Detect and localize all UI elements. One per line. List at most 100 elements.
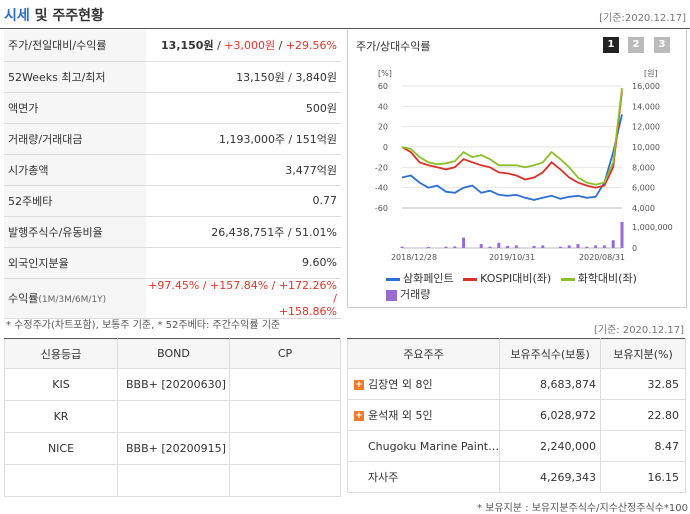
legend-item: 삼화페인트 [386,272,454,285]
table-row: 주가/전일대비/수익률 13,150원 / +3,000원 / +29.56% [4,30,341,62]
x-tick-label: 2019/10/31 [489,253,535,262]
legend: 삼화페인트 KOSPI대비(좌) 화학대비(좌) [386,270,637,286]
table-row: 52Weeks 최고/최저 13,150원 / 3,840원 [4,61,341,93]
holder-shares: 6,028,972 [499,399,601,431]
row-label: 시가총액 [4,154,146,186]
chart-title: 주가/상대수익률 [356,40,431,53]
table-row: Chugoku Marine Paint… 2,240,000 8.47 [346,430,686,462]
table-row: 자사주 4,269,343 16.15 [346,461,686,493]
right-tick-label: 10,000 [632,143,660,152]
base-date: [기준:2020.12.17] [599,13,686,24]
bond-rating: BBB+ [20200630] [117,368,230,401]
column-header: CP [229,338,341,369]
volume-tick-label: 0 [632,244,637,253]
volume-bar [514,245,518,248]
left-axis-unit: [%] [378,69,392,78]
series-line [401,114,623,201]
right-tick-label: 4,000 [632,204,655,213]
left-tick-label: 40 [378,102,388,111]
chart-page-2-button[interactable]: 2 [628,37,644,53]
table-row: 거래량/거래대금 1,193,000주 / 151억원 [4,123,341,155]
holders-date: [기준: 2020.12.17] [593,325,684,336]
agency: KIS [4,368,118,401]
holder-pct: 16.15 [600,461,686,493]
holder-name[interactable]: + 윤석재 외 5인 [346,399,501,431]
table-header: 주요주주 보유주식수(보통) 보유지분(%) [346,338,686,369]
volume-bar [497,242,501,248]
holder-pct: 8.47 [600,430,686,462]
row-value: 13,150원 / 3,840원 [146,61,341,93]
right-tick-label: 6,000 [632,184,655,193]
left-tick-label: 20 [378,123,388,132]
table-row: KIS BBB+ [20200630] [4,368,341,401]
volume-bar [479,244,483,248]
table-row: 액면가 500원 [4,92,341,124]
section-title: 시세 및 주주현황 [4,8,104,24]
holder-shares: 8,683,874 [499,368,601,400]
legend-item: 거래량 [386,286,430,302]
chart-panel [347,30,687,308]
row-value: 26,438,751주 / 51.01% [146,216,341,248]
holder-shares: 2,240,000 [499,430,601,462]
right-tick-label: 12,000 [632,123,660,132]
bond-rating [117,400,230,433]
price-value: 13,150원 / +3,000원 / +29.56% [146,30,341,62]
credit-rating-table: 신용등급 BOND CP KIS BBB+ [20200630] KR NICE B… [4,338,341,497]
column-header: 보유지분(%) [600,338,686,369]
row-label: 주가/전일대비/수익률 [4,30,146,62]
volume-bar [400,246,404,248]
returns-value: +97.45% / +157.84% / +172.26% / +158.86% [146,278,341,319]
price-summary-table: 주가/전일대비/수익률 13,150원 / +3,000원 / +29.56% … [4,30,341,319]
expand-plus-icon[interactable]: + [354,380,364,390]
chart-page-1-button[interactable]: 1 [603,37,619,53]
agency: NICE [4,432,118,465]
table-row [4,464,341,497]
right-tick-label: 16,000 [632,82,660,91]
x-tick-label: 2020/08/31 [579,253,625,262]
volume-bar [426,246,430,248]
column-header: 신용등급 [4,338,118,369]
row-label: 발행주식수/유동비율 [4,216,146,248]
row-value: 0.77 [146,185,341,217]
volume-bar [541,245,545,248]
row-label: 수익률(1M/3M/6M/1Y) [4,278,146,319]
volume-bar [444,246,448,248]
x-tick-label: 2018/12/28 [391,253,437,262]
row-value: 1,193,000주 / 151억원 [146,123,341,155]
left-tick-label: -60 [375,204,388,213]
table-row: + 윤석재 외 5인 6,028,972 22.80 [346,399,686,431]
table-row: 발행주식수/유동비율 26,438,751주 / 51.01% [4,216,341,248]
row-label: 거래량/거래대금 [4,123,146,155]
expand-plus-icon[interactable]: + [354,411,364,421]
left-tick-label: -40 [375,184,388,193]
row-value: 3,477억원 [146,154,341,186]
row-label: 액면가 [4,92,146,124]
series-line [401,87,623,186]
volume-bar [567,245,571,248]
right-tick-label: 14,000 [632,102,660,111]
agency: KR [4,400,118,433]
agency [4,464,118,497]
volume-bar [532,245,536,248]
divider [0,28,690,29]
volume-bar [602,245,606,248]
left-tick-label: -20 [375,163,388,172]
footnote: * 보유지분 : 보유지분주식수/지수산정주식수*100 [477,503,688,514]
footnote: * 수정주가(차트포함), 보통주 기준, * 52주베타: 주간수익률 기준 [6,320,281,331]
column-header: 주요주주 [346,338,501,369]
row-label: 52Weeks 최고/최저 [4,61,146,93]
volume-tick-label: 1,000,000 [632,223,673,232]
shareholders-table: 주요주주 보유주식수(보통) 보유지분(%) + 김장연 외 8인 8,683,8… [346,338,686,493]
legend-item: 화학대비(좌) [560,272,637,285]
holder-name[interactable]: + 김장연 외 8인 [346,368,501,400]
left-tick-label: 60 [378,82,388,91]
table-row: 시가총액 3,477억원 [4,154,341,186]
row-value: 9.60% [146,247,341,279]
bond-rating [117,464,230,497]
right-axis-unit: [원] [644,69,658,78]
holder-shares: 4,269,343 [499,461,601,493]
chart-page-3-button[interactable]: 3 [654,37,670,53]
table-row: + 김장연 외 8인 8,683,874 32.85 [346,368,686,400]
holder-name: 자사주 [346,461,501,493]
table-row: 수익률(1M/3M/6M/1Y) +97.45% / +157.84% / +1… [4,278,341,319]
